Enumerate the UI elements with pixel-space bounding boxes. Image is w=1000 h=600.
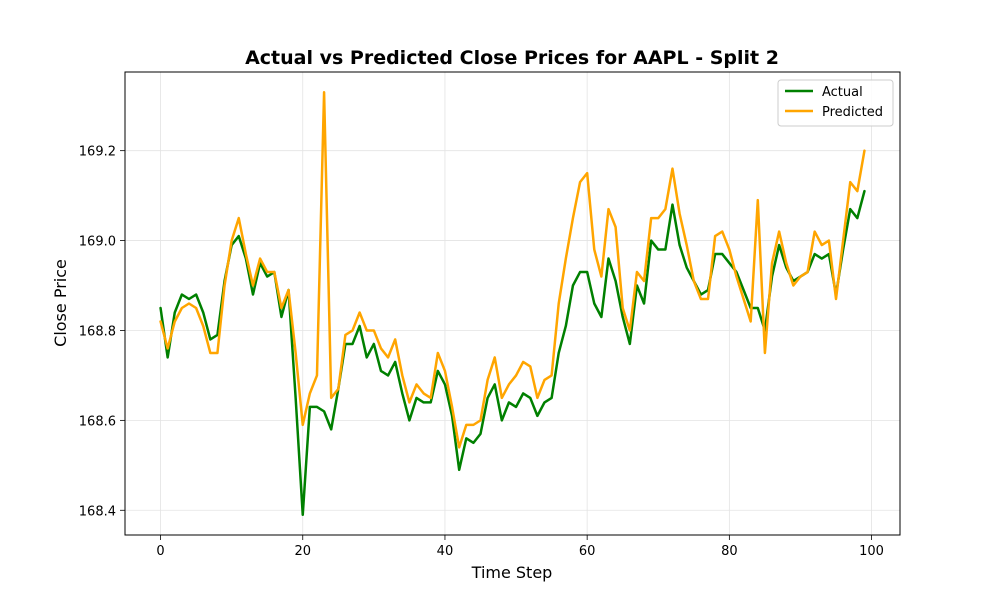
- y-axis-label: Close Price: [51, 259, 70, 347]
- y-tick-label: 169.0: [79, 235, 116, 250]
- x-tick-label: 80: [721, 544, 738, 559]
- x-tick-label: 0: [156, 544, 164, 559]
- x-axis-label: Time Step: [471, 563, 553, 582]
- y-tick-label: 169.2: [79, 145, 116, 160]
- grid: [125, 72, 900, 535]
- legend-label-actual: Actual: [822, 85, 863, 100]
- series-layer: [159, 90, 866, 517]
- series-line-predicted: [159, 90, 866, 449]
- x-tick-label: 100: [859, 544, 884, 559]
- y-tick-label: 168.6: [79, 414, 116, 429]
- y-tick-label: 168.8: [79, 324, 116, 339]
- x-tick-label: 60: [579, 544, 596, 559]
- plot-frame: [124, 71, 901, 536]
- legend: Actual Predicted: [777, 79, 894, 127]
- legend-label-predicted: Predicted: [822, 105, 883, 120]
- x-axis: 0 20 40 60 80 100: [156, 535, 884, 559]
- x-tick-label: 20: [294, 544, 311, 559]
- y-axis: 168.4 168.6 168.8 169.0 169.2: [79, 145, 125, 519]
- x-tick-label: 40: [437, 544, 454, 559]
- y-tick-label: 168.4: [79, 504, 116, 519]
- chart-title: Actual vs Predicted Close Prices for AAP…: [245, 47, 779, 69]
